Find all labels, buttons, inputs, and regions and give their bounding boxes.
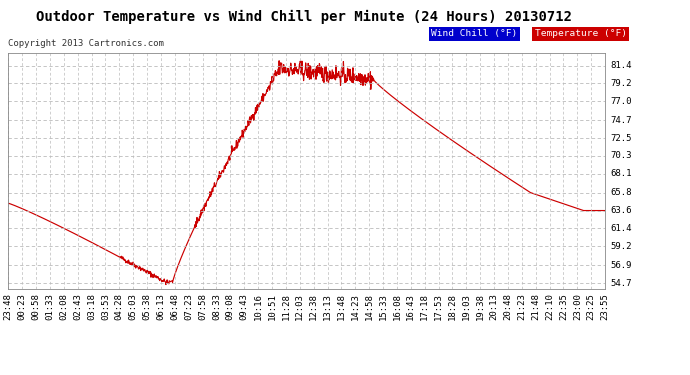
Text: Outdoor Temperature vs Wind Chill per Minute (24 Hours) 20130712: Outdoor Temperature vs Wind Chill per Mi… xyxy=(36,9,571,24)
Text: 74.7: 74.7 xyxy=(610,116,631,124)
Text: 70.3: 70.3 xyxy=(610,152,631,160)
Text: 23:25: 23:25 xyxy=(586,293,595,320)
Text: 14:58: 14:58 xyxy=(365,293,374,320)
Text: 09:08: 09:08 xyxy=(226,293,235,320)
Text: 16:43: 16:43 xyxy=(406,293,415,320)
Text: 02:43: 02:43 xyxy=(73,293,82,320)
Text: 05:03: 05:03 xyxy=(129,293,138,320)
Text: 19:03: 19:03 xyxy=(462,293,471,320)
Text: 01:33: 01:33 xyxy=(46,293,55,320)
Text: 10:51: 10:51 xyxy=(268,293,277,320)
Text: 06:48: 06:48 xyxy=(170,293,179,320)
Text: 00:23: 00:23 xyxy=(18,293,27,320)
Text: 23:48: 23:48 xyxy=(3,293,13,320)
Text: 22:10: 22:10 xyxy=(545,293,554,320)
Text: 20:48: 20:48 xyxy=(504,293,513,320)
Text: 81.4: 81.4 xyxy=(610,61,631,70)
Text: 56.9: 56.9 xyxy=(610,261,631,270)
Text: 07:23: 07:23 xyxy=(184,293,193,320)
Text: 21:23: 21:23 xyxy=(518,293,526,320)
Text: 11:28: 11:28 xyxy=(282,293,290,320)
Text: 21:48: 21:48 xyxy=(531,293,540,320)
Text: 15:33: 15:33 xyxy=(379,293,388,320)
Text: 03:18: 03:18 xyxy=(87,293,96,320)
Text: 72.5: 72.5 xyxy=(610,134,631,142)
Text: 22:35: 22:35 xyxy=(559,293,568,320)
Text: 77.0: 77.0 xyxy=(610,97,631,106)
Text: 13:13: 13:13 xyxy=(323,293,332,320)
Text: 10:16: 10:16 xyxy=(254,293,263,320)
Text: 09:43: 09:43 xyxy=(239,293,248,320)
Text: 59.2: 59.2 xyxy=(610,242,631,251)
Text: Wind Chill (°F): Wind Chill (°F) xyxy=(431,29,518,38)
Text: 19:38: 19:38 xyxy=(475,293,484,320)
Text: 06:13: 06:13 xyxy=(157,293,166,320)
Text: 00:58: 00:58 xyxy=(32,293,41,320)
Text: Copyright 2013 Cartronics.com: Copyright 2013 Cartronics.com xyxy=(8,39,164,48)
Text: 18:28: 18:28 xyxy=(448,293,457,320)
Text: 08:33: 08:33 xyxy=(212,293,221,320)
Text: 02:08: 02:08 xyxy=(59,293,68,320)
Text: 68.1: 68.1 xyxy=(610,170,631,178)
Text: 54.7: 54.7 xyxy=(610,279,631,288)
Text: 23:55: 23:55 xyxy=(600,293,610,320)
Text: 17:53: 17:53 xyxy=(434,293,443,320)
Text: 05:38: 05:38 xyxy=(143,293,152,320)
Text: 16:08: 16:08 xyxy=(393,293,402,320)
Text: 20:13: 20:13 xyxy=(490,293,499,320)
Text: 79.2: 79.2 xyxy=(610,79,631,88)
Text: 12:38: 12:38 xyxy=(309,293,318,320)
Text: 03:53: 03:53 xyxy=(101,293,110,320)
Text: 04:28: 04:28 xyxy=(115,293,124,320)
Text: 63.6: 63.6 xyxy=(610,206,631,215)
Text: 17:18: 17:18 xyxy=(420,293,429,320)
Text: 12:03: 12:03 xyxy=(295,293,304,320)
Text: 13:48: 13:48 xyxy=(337,293,346,320)
Text: 23:00: 23:00 xyxy=(573,293,582,320)
Text: 65.8: 65.8 xyxy=(610,188,631,197)
Text: 61.4: 61.4 xyxy=(610,224,631,233)
Text: Temperature (°F): Temperature (°F) xyxy=(535,29,627,38)
Text: 14:23: 14:23 xyxy=(351,293,359,320)
Text: 07:58: 07:58 xyxy=(198,293,207,320)
